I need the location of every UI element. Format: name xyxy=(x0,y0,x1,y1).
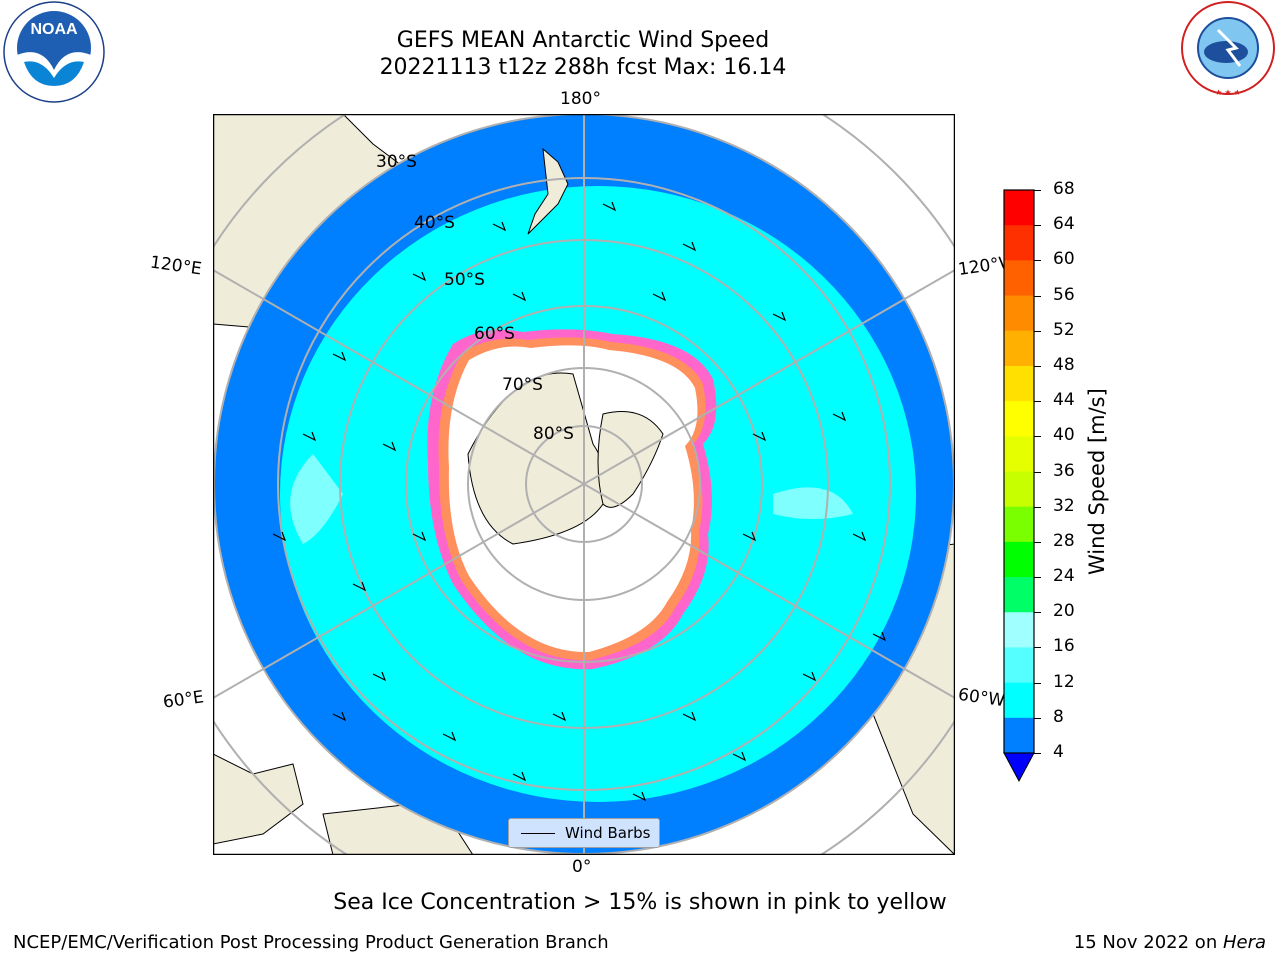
colorbar-tick-label: 12 xyxy=(1053,671,1075,692)
legend-label: Wind Barbs xyxy=(565,824,651,842)
colorbar-tick-mark xyxy=(1034,365,1041,367)
colorbar-tick-label: 64 xyxy=(1053,214,1075,235)
colorbar-tick-label: 60 xyxy=(1053,249,1075,270)
colorbar-tick-label: 4 xyxy=(1053,742,1064,762)
colorbar-tick-label: 16 xyxy=(1053,636,1075,657)
wind-barbs xyxy=(272,201,887,802)
colorbar-band xyxy=(1004,577,1034,613)
sea-ice-caption: Sea Ice Concentration > 15% is shown in … xyxy=(333,890,947,915)
colorbar-band xyxy=(1004,190,1034,226)
colorbar-tick-mark xyxy=(1034,647,1041,649)
colorbar-tick-mark xyxy=(1034,190,1041,191)
lon-label-180: 180° xyxy=(560,89,601,109)
colorbar-band xyxy=(1004,612,1034,648)
colorbar-tick-label: 56 xyxy=(1053,284,1075,305)
lat-label-40s: 40°S xyxy=(414,213,455,233)
new-zealand-land xyxy=(527,147,569,235)
colorbar-tick-label: 24 xyxy=(1053,566,1075,587)
colorbar-tick-mark xyxy=(1034,506,1041,508)
footer-host: Hera xyxy=(1222,932,1266,953)
colorbar-band xyxy=(1004,365,1034,402)
lat-label-60s: 60°S xyxy=(474,324,515,344)
colorbar-band xyxy=(1004,225,1034,261)
colorbar-tick-label: 28 xyxy=(1053,530,1075,551)
colorbar xyxy=(1003,189,1035,783)
colorbar-tick-mark xyxy=(1034,577,1041,579)
colorbar-tick-label: 40 xyxy=(1053,425,1075,446)
chart-title-line1: GEFS MEAN Antarctic Wind Speed xyxy=(396,28,770,53)
colorbar-tick-mark xyxy=(1034,753,1041,754)
colorbar-tick-label: 20 xyxy=(1053,601,1075,622)
colorbar-label: Wind Speed [m/s] xyxy=(1085,388,1109,575)
noaa-logo: NOAA xyxy=(3,1,105,103)
colorbar-tick-mark xyxy=(1034,225,1041,227)
lat-label-70s: 70°S xyxy=(502,375,543,395)
nws-logo: ★ ★ ★ xyxy=(1181,1,1275,97)
colorbar-tick-label: 36 xyxy=(1053,460,1075,481)
lon-label-120e: 120°E xyxy=(148,252,203,280)
colorbar-tick-mark xyxy=(1034,717,1041,719)
colorbar-tick-mark xyxy=(1034,541,1041,543)
colorbar-tick-label: 8 xyxy=(1053,706,1064,727)
colorbar-tick-mark xyxy=(1034,401,1041,403)
colorbar-tick-mark xyxy=(1034,471,1041,473)
colorbar-band xyxy=(1004,647,1034,684)
colorbar-tick-label: 48 xyxy=(1053,354,1075,375)
noaa-logo-text: NOAA xyxy=(30,21,78,38)
map-legend: Wind Barbs xyxy=(508,818,660,848)
colorbar-band xyxy=(1004,295,1034,332)
footer-date: 15 Nov 2022 on xyxy=(1073,932,1223,953)
colorbar-tick-label: 44 xyxy=(1053,390,1075,411)
colorbar-band xyxy=(1004,541,1034,578)
lon-label-60e: 60°E xyxy=(161,687,206,713)
colorbar-tick-mark xyxy=(1034,330,1041,332)
footer-left: NCEP/EMC/Verification Post Processing Pr… xyxy=(13,932,609,953)
colorbar-tick-label: 52 xyxy=(1053,319,1075,340)
colorbar-tick-label: 68 xyxy=(1053,179,1075,199)
colorbar-band xyxy=(1004,471,1034,508)
wind-barb-legend-line xyxy=(521,832,555,834)
lon-label-0: 0° xyxy=(572,857,592,877)
colorbar-tick-mark xyxy=(1034,295,1041,297)
colorbar-band xyxy=(1004,682,1034,719)
lat-label-50s: 50°S xyxy=(444,270,485,290)
colorbar-tick-mark xyxy=(1034,682,1041,684)
lat-label-80s: 80°S xyxy=(533,424,574,444)
colorbar-tick-mark xyxy=(1034,260,1041,262)
colorbar-band xyxy=(1004,401,1034,437)
colorbar-tick-mark xyxy=(1034,436,1041,438)
colorbar-band xyxy=(1004,260,1034,297)
colorbar-tick-mark xyxy=(1034,612,1041,614)
colorbar-band xyxy=(1004,717,1034,754)
footer-right: 15 Nov 2022 on Hera xyxy=(1074,932,1266,953)
polar-map xyxy=(213,114,955,855)
colorbar-band xyxy=(1004,436,1034,472)
colorbar-tick-label: 32 xyxy=(1053,495,1075,516)
lon-label-60w: 60°W xyxy=(956,684,1007,712)
chart-title-line2: 20221113 t12z 288h fcst Max: 16.14 xyxy=(379,55,787,80)
svg-text:★ ★ ★: ★ ★ ★ xyxy=(1215,88,1241,97)
lat-label-30s: 30°S xyxy=(376,152,417,172)
colorbar-band xyxy=(1004,506,1034,543)
colorbar-band xyxy=(1004,330,1034,367)
